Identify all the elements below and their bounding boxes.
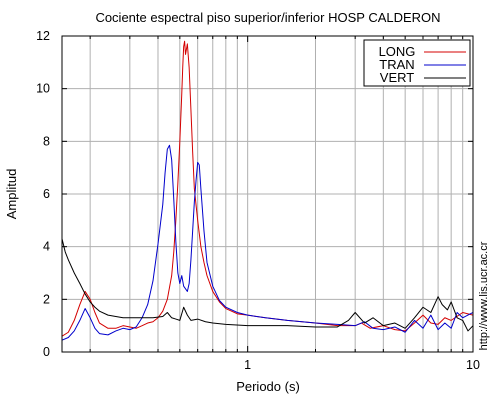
- legend-label-vert: VERT: [380, 70, 414, 85]
- axis-tick-labels: 0 2 4 6 8 10 12 1 10: [36, 29, 480, 372]
- source-url-annotation: http://www.lis.ucr.ac.cr: [478, 241, 490, 350]
- y-tick-label: 8: [43, 134, 50, 148]
- chart-title: Cociente espectral piso superior/inferio…: [95, 10, 440, 25]
- y-tick-label: 6: [43, 187, 50, 201]
- y-tick-label: 2: [43, 292, 50, 306]
- y-axis-label: Amplitud: [4, 169, 19, 220]
- y-tick-label: 0: [43, 345, 50, 359]
- series-line-vert: [62, 238, 473, 332]
- legend-label-long: LONG: [379, 44, 416, 59]
- y-tick-label: 12: [36, 29, 50, 43]
- y-tick-label: 4: [43, 240, 50, 254]
- grid: [62, 36, 473, 352]
- y-tick-label: 10: [36, 82, 50, 96]
- axis-ticks: [62, 35, 473, 353]
- x-tick-label: 10: [466, 358, 480, 372]
- legend-label-tran: TRAN: [379, 57, 414, 72]
- series-layer: [62, 40, 473, 341]
- x-tick-label: 1: [244, 358, 251, 372]
- x-axis-label: Periodo (s): [236, 379, 300, 394]
- series-line-tran: [62, 144, 473, 341]
